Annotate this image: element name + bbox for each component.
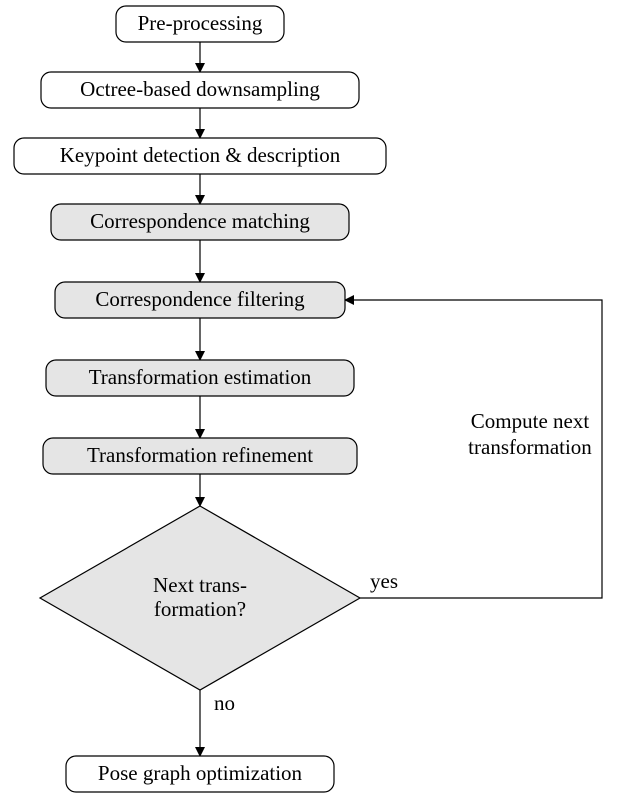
node-label: Pre-processing [138,11,263,35]
node-label: Correspondence matching [90,209,310,233]
node-label: Transformation refinement [87,443,313,467]
edge-label-e9: yes [370,569,398,593]
loop-side-label-line: transformation [468,435,592,459]
flowchart-canvas: Pre-processing Octree-based downsampling K… [0,0,640,804]
node-label: Correspondence filtering [95,287,305,311]
flow-node-keypoint: Keypoint detection & description [14,138,386,174]
flow-node-octree: Octree-based downsampling [41,72,359,108]
edge-label-e8: no [214,691,235,715]
flow-node-posegraph: Pose graph optimization [66,756,334,792]
node-label: Keypoint detection & description [60,143,341,167]
flow-node-corrfilt: Correspondence filtering [55,282,345,318]
flow-node-corrmatch: Correspondence matching [51,204,349,240]
node-label: Transformation estimation [89,365,312,389]
node-label: Octree-based downsampling [80,77,320,101]
flow-node-preproc: Pre-processing [116,6,284,42]
loop-side-label-line: Compute next [471,409,590,433]
node-label: Pose graph optimization [98,761,303,785]
flow-node-decision: Next trans-formation? [40,506,360,690]
node-label: formation? [154,597,246,621]
loop-side-label: Compute nexttransformation [468,409,592,459]
flow-node-transref: Transformation refinement [43,438,357,474]
node-label: Next trans- [153,573,247,597]
flow-node-transest: Transformation estimation [46,360,354,396]
